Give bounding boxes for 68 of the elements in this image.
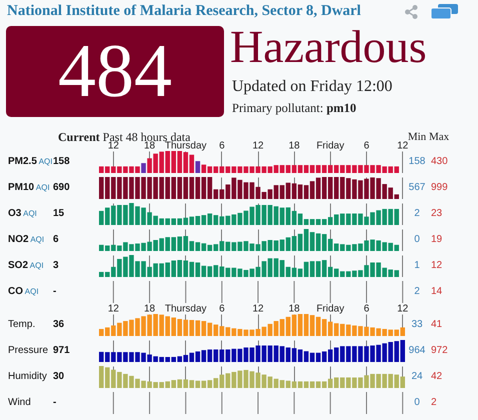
text: 23 bbox=[431, 207, 442, 221]
text: 0 bbox=[414, 234, 420, 245]
x-tick-label: 18 bbox=[288, 304, 300, 314]
text: 30 bbox=[53, 370, 64, 384]
text: 158 bbox=[53, 155, 70, 169]
text: - bbox=[53, 285, 56, 299]
text: 972 bbox=[431, 344, 448, 358]
text: 42 bbox=[431, 370, 442, 384]
text: 2 bbox=[414, 208, 420, 219]
x-tick-label: Friday bbox=[316, 304, 344, 314]
x-tick-label: 12 bbox=[252, 140, 264, 152]
y-axis-title: SO2 AQI bbox=[8, 260, 44, 271]
text: 1 bbox=[414, 260, 420, 271]
text: 14 bbox=[431, 285, 442, 299]
text: CO AQI bbox=[8, 286, 39, 297]
x-tick-label: 12 bbox=[397, 304, 409, 314]
x-tick-label: 6 bbox=[364, 304, 370, 314]
text: 484 bbox=[6, 26, 224, 117]
text: 41 bbox=[431, 318, 442, 332]
text: Hazardous bbox=[230, 21, 427, 73]
x-tick-label: Thursday bbox=[164, 304, 207, 314]
x-tick-label: 6 bbox=[364, 140, 370, 152]
y-axis-title: Pressure bbox=[8, 345, 48, 356]
x-tick-label: 12 bbox=[252, 304, 264, 314]
text: Primary pollutant: pm10 bbox=[232, 101, 356, 115]
text: 158 bbox=[408, 156, 426, 167]
text: Updated on Friday 12:00 bbox=[232, 78, 392, 96]
y-axis-title: NO2 AQI bbox=[8, 234, 44, 245]
x-tick-label: 18 bbox=[288, 140, 300, 152]
text: 3 bbox=[53, 259, 59, 273]
y-axis-title: PM2.5 AQI bbox=[8, 156, 52, 167]
text: 971 bbox=[53, 344, 70, 358]
text: 567 bbox=[408, 182, 426, 193]
text: 999 bbox=[431, 181, 448, 195]
text: 33 bbox=[411, 319, 423, 330]
text: - bbox=[53, 396, 56, 410]
text: 2 bbox=[414, 286, 420, 297]
x-tick-label: 12 bbox=[108, 304, 120, 314]
text: 12 bbox=[431, 259, 442, 273]
bar bbox=[195, 161, 200, 173]
text: 24 bbox=[411, 371, 423, 382]
x-tick-label: 18 bbox=[144, 140, 156, 152]
text: 964 bbox=[408, 345, 426, 356]
y-axis-title: Humidity bbox=[8, 371, 47, 382]
text: 6 bbox=[53, 233, 59, 247]
bar bbox=[141, 163, 146, 173]
x-tick-label: 6 bbox=[219, 140, 226, 152]
text: 15 bbox=[53, 207, 64, 221]
text: 690 bbox=[53, 181, 70, 195]
y-axis-title: Temp. bbox=[8, 319, 36, 330]
text: 19 bbox=[431, 233, 442, 247]
y-axis-title: O3 AQI bbox=[8, 208, 37, 219]
text: 2 bbox=[431, 396, 437, 410]
text: Current bbox=[58, 130, 100, 144]
x-tick-label: Thursday bbox=[164, 140, 207, 152]
text: National Institute of Malaria Research, Sector 8, Dwarl bbox=[7, 3, 361, 20]
text: Max bbox=[429, 130, 450, 144]
x-tick-label: 12 bbox=[397, 140, 409, 152]
text: 0 bbox=[414, 397, 420, 408]
x-tick-label: Friday bbox=[316, 140, 344, 152]
x-tick-label: 12 bbox=[108, 140, 120, 152]
y-axis-title: PM10 AQI bbox=[8, 182, 50, 193]
text: Wind bbox=[8, 397, 31, 408]
x-tick-label: 6 bbox=[219, 304, 226, 314]
text: Min bbox=[408, 131, 426, 143]
text: 430 bbox=[431, 155, 448, 169]
text: 36 bbox=[53, 318, 64, 332]
x-tick-label: 18 bbox=[144, 304, 156, 314]
